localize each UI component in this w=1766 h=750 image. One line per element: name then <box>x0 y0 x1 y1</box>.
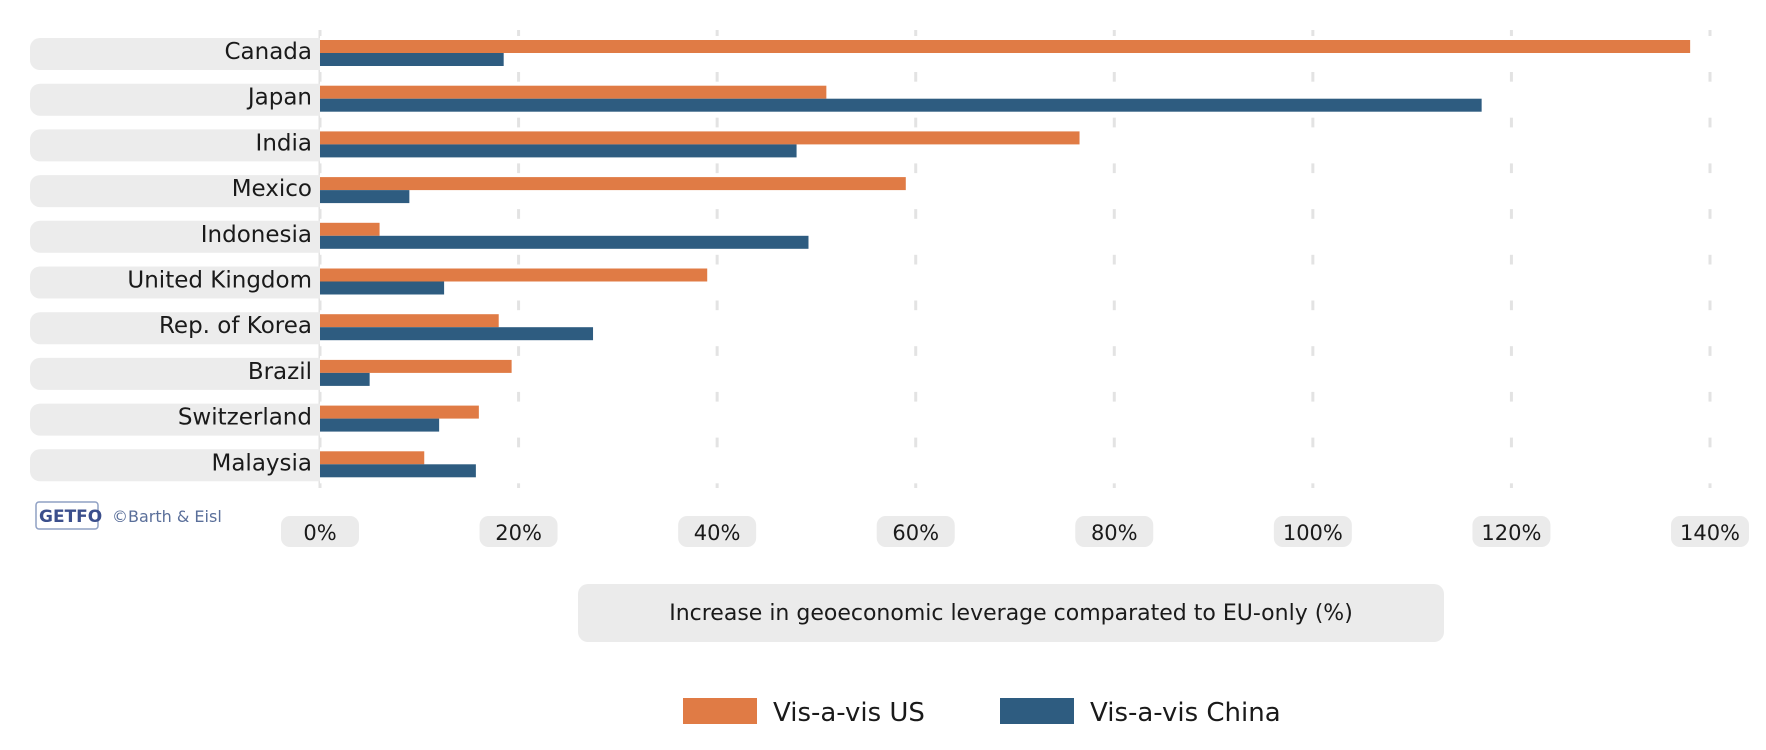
x-axis-title-background <box>578 584 1444 642</box>
tick-label-6: 120% <box>1481 521 1541 545</box>
x-axis-title: Increase in geoeconomic leverage compara… <box>578 584 1444 642</box>
legend-label-china: Vis-a-vis China <box>1090 698 1281 728</box>
bar-vis-a-vis-china-indonesia <box>320 235 809 249</box>
bar-vis-a-vis-china-malaysia <box>320 464 476 478</box>
x-axis-ticks: 0% 20% 40% 60% 80% 100% 120% 140% <box>281 516 1749 547</box>
tick-pill-6 <box>1472 516 1551 547</box>
category-label-united-kingdom: United Kingdom <box>127 268 312 294</box>
category-labels: Canada Japan India Mexico Indonesia United Ki… <box>127 39 312 476</box>
tick-pill-0 <box>281 516 359 547</box>
category-label-canada: Canada <box>224 39 312 65</box>
category-label-switzerland: Switzerland <box>178 405 312 431</box>
bar-vis-a-vis-us-rep-of-korea <box>320 314 499 328</box>
bar-vis-a-vis-china-switzerland <box>320 418 440 432</box>
bar-vis-a-vis-us-india <box>320 131 1080 145</box>
bar-vis-a-vis-china-mexico <box>320 190 410 204</box>
row-mask-brazil <box>320 355 1766 392</box>
bar-vis-a-vis-us-malaysia <box>320 451 425 465</box>
bar-vis-a-vis-china-japan <box>320 98 1482 112</box>
tick-label-0: 0% <box>303 521 336 545</box>
bar-vis-a-vis-us-united-kingdom <box>320 268 708 282</box>
bar-vis-a-vis-china-rep-of-korea <box>320 327 594 341</box>
tick-pill-7 <box>1671 516 1749 547</box>
bar-vis-a-vis-us-indonesia <box>320 222 380 236</box>
row-mask-malaysia <box>320 447 1766 484</box>
bar-vis-a-vis-china-canada <box>320 53 504 66</box>
row-mask-switzerland <box>320 401 1766 438</box>
bar-vis-a-vis-us-switzerland <box>320 405 479 419</box>
category-label-malaysia: Malaysia <box>211 450 312 476</box>
bar-vis-a-vis-us-canada <box>320 40 1691 53</box>
bar-vis-a-vis-us-brazil <box>320 359 512 373</box>
logo-frame <box>35 501 99 530</box>
category-label-brazil: Brazil <box>248 359 312 385</box>
category-label-india: India <box>256 130 312 156</box>
tick-pill-1 <box>479 516 558 547</box>
category-label-japan: Japan <box>246 85 312 111</box>
bar-vis-a-vis-china-india <box>320 144 797 158</box>
tick-label-2: 40% <box>694 521 741 545</box>
branding: GETFO ©Barth & Eisl <box>35 501 222 530</box>
tick-pill-5 <box>1273 516 1352 547</box>
tick-label-3: 60% <box>892 521 939 545</box>
bar-vis-a-vis-us-japan <box>320 85 827 99</box>
x-axis-title-text: Increase in geoeconomic leverage compara… <box>669 601 1353 626</box>
legend: Vis-a-vis US Vis-a-vis China <box>683 698 1281 728</box>
tick-pill-3 <box>876 516 955 547</box>
category-label-rep-of-korea: Rep. of Korea <box>159 313 312 339</box>
tick-pill-2 <box>678 516 757 547</box>
legend-swatch-china <box>1000 698 1074 724</box>
tick-label-5: 100% <box>1283 521 1343 545</box>
category-label-indonesia: Indonesia <box>201 222 312 248</box>
credit-text: ©Barth & Eisl <box>112 507 222 526</box>
category-label-mexico: Mexico <box>232 176 312 202</box>
bars <box>320 40 1691 478</box>
bar-vis-a-vis-china-united-kingdom <box>320 281 445 295</box>
bar-vis-a-vis-china-brazil <box>320 372 370 386</box>
tick-pill-4 <box>1075 516 1154 547</box>
legend-label-us: Vis-a-vis US <box>773 698 925 728</box>
tick-label-1: 20% <box>495 521 542 545</box>
bar-vis-a-vis-us-mexico <box>320 177 906 191</box>
tick-label-4: 80% <box>1091 521 1138 545</box>
logo-text: GETFO <box>39 507 102 527</box>
tick-label-7: 140% <box>1680 521 1740 545</box>
legend-swatch-us <box>683 698 757 724</box>
